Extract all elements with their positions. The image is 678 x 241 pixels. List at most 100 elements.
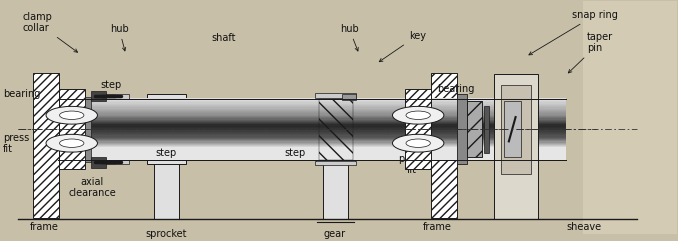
Bar bbox=[58, 149, 565, 151]
Bar bbox=[58, 152, 565, 154]
Bar bbox=[504, 101, 521, 157]
Bar bbox=[58, 153, 565, 155]
Bar bbox=[58, 130, 565, 132]
Bar bbox=[58, 135, 565, 136]
Bar bbox=[147, 94, 186, 164]
Bar bbox=[58, 126, 565, 128]
Bar bbox=[62, 125, 562, 127]
Text: hub: hub bbox=[110, 24, 128, 51]
Circle shape bbox=[46, 134, 98, 152]
Bar bbox=[33, 73, 59, 218]
Bar bbox=[58, 102, 565, 104]
Bar bbox=[62, 137, 562, 139]
Bar bbox=[62, 143, 562, 145]
Bar bbox=[62, 120, 562, 122]
Bar bbox=[62, 126, 562, 128]
Bar bbox=[62, 113, 562, 115]
Bar bbox=[85, 96, 92, 162]
Bar bbox=[58, 147, 565, 149]
Bar bbox=[62, 145, 562, 146]
Bar bbox=[62, 112, 562, 114]
Bar bbox=[92, 91, 106, 101]
Bar bbox=[62, 149, 562, 151]
Bar bbox=[62, 117, 562, 118]
Bar bbox=[58, 125, 565, 127]
Bar bbox=[62, 140, 562, 141]
Text: press
fit: press fit bbox=[398, 154, 424, 175]
Bar bbox=[58, 118, 565, 120]
Bar bbox=[62, 151, 562, 152]
Bar bbox=[58, 142, 565, 144]
Bar bbox=[501, 85, 531, 174]
Bar bbox=[58, 109, 565, 111]
Bar bbox=[342, 94, 356, 100]
Bar bbox=[58, 117, 565, 118]
Text: frame: frame bbox=[422, 221, 452, 232]
Bar bbox=[58, 136, 565, 138]
Bar bbox=[58, 127, 565, 129]
Bar bbox=[62, 157, 562, 158]
Bar bbox=[58, 134, 565, 135]
Bar bbox=[62, 114, 562, 116]
Bar bbox=[62, 103, 562, 105]
Bar bbox=[102, 94, 129, 99]
Bar bbox=[58, 103, 565, 105]
Bar bbox=[62, 134, 562, 135]
Bar bbox=[58, 154, 565, 156]
Bar bbox=[494, 74, 538, 219]
Bar bbox=[58, 131, 565, 133]
Bar bbox=[62, 101, 562, 102]
Bar bbox=[58, 120, 565, 122]
Bar bbox=[58, 143, 565, 145]
Text: step: step bbox=[101, 80, 122, 90]
Bar bbox=[315, 161, 356, 166]
Bar bbox=[59, 89, 85, 169]
Bar bbox=[58, 129, 565, 130]
Circle shape bbox=[406, 111, 431, 120]
Text: axial
clearance: axial clearance bbox=[68, 177, 116, 198]
Bar bbox=[58, 101, 565, 102]
Bar bbox=[58, 113, 565, 115]
Text: clamp
collar: clamp collar bbox=[22, 12, 77, 52]
Bar bbox=[62, 102, 562, 104]
Bar bbox=[62, 131, 562, 133]
Bar bbox=[62, 129, 562, 130]
Bar bbox=[467, 101, 482, 157]
Bar bbox=[62, 123, 562, 124]
Bar bbox=[58, 151, 565, 152]
Bar bbox=[62, 158, 562, 160]
Text: sheave: sheave bbox=[566, 221, 601, 232]
Text: gear: gear bbox=[323, 229, 345, 239]
Bar bbox=[62, 139, 562, 140]
Bar bbox=[58, 114, 565, 116]
Bar bbox=[457, 94, 467, 164]
Circle shape bbox=[60, 139, 84, 147]
Bar bbox=[62, 136, 562, 138]
Circle shape bbox=[46, 106, 98, 124]
Bar bbox=[58, 141, 565, 143]
Bar bbox=[58, 139, 565, 140]
Bar bbox=[58, 108, 565, 110]
Bar bbox=[315, 93, 356, 98]
Bar bbox=[58, 100, 565, 101]
Bar bbox=[58, 98, 565, 100]
Bar bbox=[62, 118, 562, 120]
Bar bbox=[319, 99, 353, 160]
Bar bbox=[62, 132, 562, 134]
Bar bbox=[58, 104, 565, 106]
Bar bbox=[62, 100, 562, 101]
Bar bbox=[58, 148, 565, 150]
Bar bbox=[58, 112, 565, 114]
Bar bbox=[58, 107, 565, 108]
Bar bbox=[62, 148, 562, 150]
Text: snap ring: snap ring bbox=[529, 10, 618, 55]
Bar bbox=[58, 111, 565, 112]
Bar bbox=[62, 107, 562, 108]
Bar bbox=[58, 140, 565, 141]
Bar bbox=[102, 160, 129, 164]
Bar bbox=[431, 73, 457, 218]
Bar bbox=[62, 111, 562, 112]
Bar bbox=[62, 142, 562, 144]
Bar bbox=[484, 106, 490, 153]
Bar bbox=[58, 115, 565, 117]
